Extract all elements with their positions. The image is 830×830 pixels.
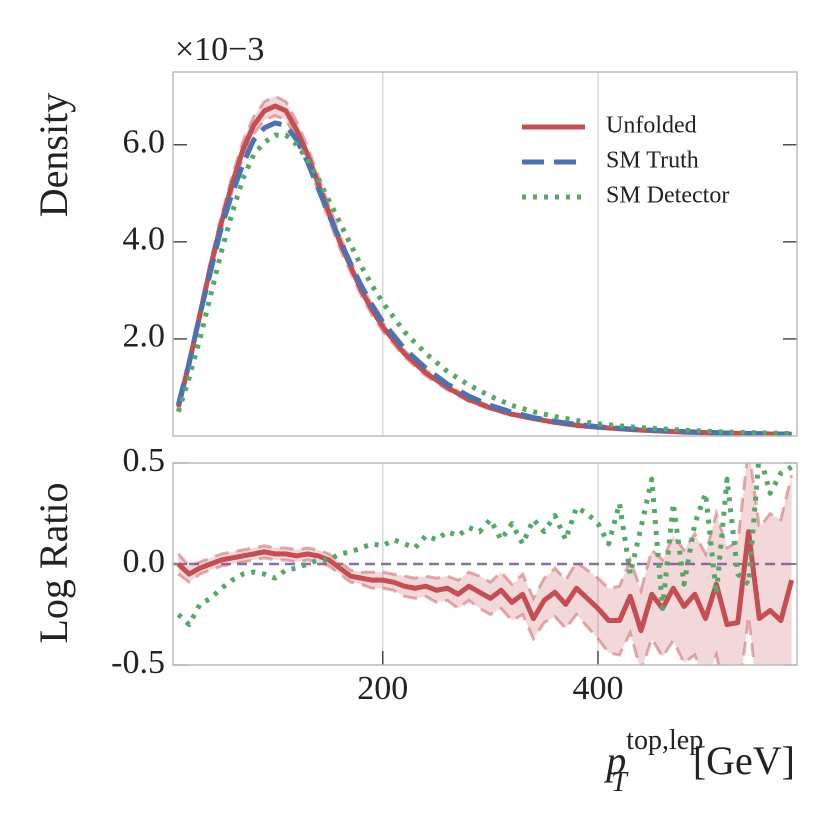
y-tick-label: 0.0 (123, 543, 166, 580)
series-line (175, 132, 792, 436)
x-label-base: p (603, 738, 626, 783)
axes-frame (172, 71, 798, 437)
y-axis-label: Density (31, 93, 76, 217)
offset-label: ×10−3 (175, 31, 264, 68)
plot-area (173, 463, 797, 665)
series-line (176, 529, 795, 634)
y-tick-label: 6.0 (123, 124, 166, 161)
y-axis-label: Log Ratio (31, 482, 76, 643)
legend-label: SM Truth (606, 148, 699, 174)
y-tick-label: 4.0 (123, 221, 166, 258)
y-tick-label: -0.5 (111, 644, 165, 681)
y-tick-label: 0.5 (123, 442, 166, 479)
series-line (175, 103, 792, 436)
error-edge (176, 114, 792, 436)
series-line (175, 120, 792, 436)
x-label-unit: [GeV] (693, 738, 795, 783)
x-label-sub: T (611, 767, 629, 798)
error-band (178, 463, 792, 665)
legend-label: Unfolded (606, 113, 697, 139)
y-tick-label: 2.0 (123, 318, 166, 355)
legend-label: SM Detector (606, 183, 729, 209)
error-edge (176, 94, 792, 436)
error-edge (177, 463, 794, 602)
x-label-sup: top,lep (626, 725, 703, 756)
axes-frame (172, 462, 798, 666)
x-tick-label: 400 (572, 670, 623, 707)
x-axis-label: ptop,lep T [GeV] (603, 725, 795, 798)
error-band (178, 96, 792, 436)
error-edge (177, 556, 756, 665)
x-tick-label: 200 (357, 670, 408, 707)
plot-area (175, 94, 792, 436)
